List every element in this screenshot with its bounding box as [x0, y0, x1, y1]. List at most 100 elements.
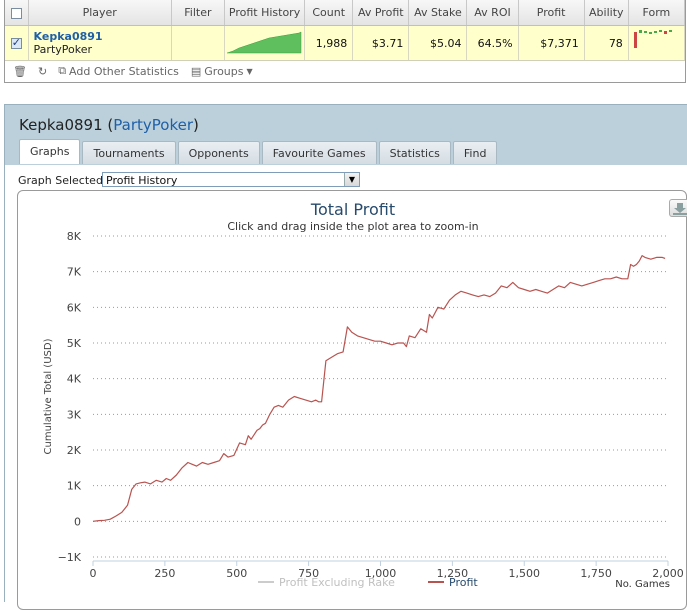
y-tick-label: 5K: [67, 337, 82, 350]
y-tick-label: 0: [74, 515, 81, 528]
x-tick-label: 500: [226, 567, 247, 580]
graph-select-dropdown[interactable]: Profit History ▼: [102, 172, 360, 187]
player-site: PartyPoker: [33, 43, 93, 56]
stats-toolbar: 🗑︎ ↻ ⧉ Add Other Statistics ▤ Groups ▼: [5, 60, 685, 82]
y-axis-label: Cumulative Total (USD): [43, 338, 54, 454]
stats-panel: Player Filter Profit History Count Av Pr…: [4, 0, 686, 83]
row-select-cell[interactable]: [5, 25, 29, 61]
x-tick-label: 1,500: [509, 567, 541, 580]
y-tick-label: 7K: [67, 266, 82, 279]
filter-cell[interactable]: [171, 25, 225, 61]
chevron-down-icon: ▼: [246, 66, 253, 76]
player-header-site-link[interactable]: PartyPoker: [113, 116, 194, 134]
column-header-profit-history[interactable]: Profit History: [224, 0, 306, 26]
add-stats-icon: ⧉: [58, 64, 67, 77]
chevron-down-icon[interactable]: ▼: [344, 173, 359, 186]
x-tick-label: 750: [298, 567, 319, 580]
column-header-count[interactable]: Count: [304, 0, 354, 26]
player-header-name: Kepka0891: [19, 116, 103, 134]
form-bar: [643, 31, 647, 33]
form-bar: [633, 32, 637, 48]
chart-container[interactable]: Total Profit Click and drag inside the pl…: [17, 190, 687, 610]
y-tick-label: −1K: [58, 551, 82, 564]
count-cell: 1,988: [304, 25, 354, 61]
add-other-statistics-button[interactable]: ⧉ Add Other Statistics: [58, 64, 179, 78]
y-tick-label: 3K: [67, 408, 82, 421]
groups-label: Groups: [204, 64, 244, 78]
player-header: Kepka0891 (PartyPoker): [19, 116, 199, 134]
form-bar: [638, 30, 642, 33]
form-bar: [663, 31, 667, 34]
form-sparkline: [633, 30, 672, 48]
player-header-paren-close: ): [193, 116, 199, 134]
tab-bar: Graphs Tournaments Opponents Favourite G…: [19, 139, 499, 164]
column-header-ability[interactable]: Ability: [584, 0, 629, 26]
legend-item[interactable]: Profit Excluding Rake: [279, 576, 395, 589]
chart-title: Total Profit: [310, 200, 395, 219]
x-tick-label: 0: [90, 567, 97, 580]
y-tick-label: 6K: [67, 301, 82, 314]
stats-table: Player Filter Profit History Count Av Pr…: [5, 0, 686, 61]
groups-icon: ▤: [190, 64, 202, 78]
profit-history-sparkline: [226, 31, 302, 54]
series-line-profit: [92, 255, 666, 522]
x-axis-label: No. Games: [615, 579, 670, 590]
x-tick-label: 250: [154, 567, 175, 580]
graph-selected-label: Graph Selected:: [18, 174, 107, 187]
row-checkbox[interactable]: [10, 36, 22, 49]
form-cell: [628, 25, 686, 61]
y-tick-label: 1K: [67, 480, 82, 493]
trash-icon: 🗑︎: [13, 64, 27, 78]
y-tick-label: 2K: [67, 444, 82, 457]
tab-favourite-games[interactable]: Favourite Games: [261, 141, 377, 164]
x-tick-label: 1,750: [580, 567, 612, 580]
y-tick-label: 8K: [67, 230, 82, 243]
x-tick-label: 1,250: [437, 567, 469, 580]
column-header-av-stake[interactable]: Av Stake: [408, 0, 468, 26]
download-icon: [673, 203, 687, 215]
select-all-checkbox[interactable]: [10, 7, 22, 19]
graph-select-value: Profit History: [106, 174, 178, 187]
add-other-statistics-label: Add Other Statistics: [69, 64, 179, 78]
player-panel: Kepka0891 (PartyPoker) Graphs Tournament…: [4, 104, 687, 610]
form-bar: [648, 32, 652, 34]
tab-find[interactable]: Find: [452, 141, 498, 164]
form-bar: [668, 30, 672, 32]
av-profit-cell: $3.71: [352, 25, 410, 61]
player-name-link[interactable]: Kepka0891: [33, 30, 103, 43]
tab-opponents[interactable]: Opponents: [177, 141, 260, 164]
delete-button[interactable]: 🗑︎: [13, 65, 30, 78]
tab-statistics[interactable]: Statistics: [378, 141, 451, 164]
av-stake-cell: $5.04: [408, 25, 468, 61]
column-header-filter[interactable]: Filter: [171, 0, 225, 26]
column-header-player[interactable]: Player: [28, 0, 172, 26]
column-header-form[interactable]: Form: [628, 0, 686, 26]
groups-dropdown[interactable]: ▤ Groups ▼: [191, 65, 256, 78]
profit-history-cell: [224, 25, 306, 61]
download-chart-button[interactable]: [669, 199, 687, 217]
profit-cell: $7,371: [518, 25, 585, 61]
column-header-av-profit[interactable]: Av Profit: [352, 0, 410, 26]
y-tick-label: 4K: [67, 373, 82, 386]
refresh-button[interactable]: ↻: [38, 65, 50, 78]
av-roi-cell: 64.5%: [466, 25, 519, 61]
legend-item[interactable]: Profit: [449, 576, 478, 589]
player-header-paren-open: (: [107, 116, 114, 134]
sparkline-area: [226, 31, 302, 54]
x-tick-label: 1,000: [365, 567, 397, 580]
tab-tournaments[interactable]: Tournaments: [82, 141, 176, 164]
form-bar: [653, 31, 657, 33]
column-header-profit[interactable]: Profit: [518, 0, 585, 26]
table-row[interactable]: Kepka0891 PartyPoker 1,988 $3.71 $5.04 6…: [5, 25, 686, 61]
column-header-av-roi[interactable]: Av ROI: [466, 0, 519, 26]
graphs-content: Graph Selected: Profit History ▼ Total P…: [5, 165, 687, 610]
tab-graphs[interactable]: Graphs: [19, 139, 81, 164]
ability-cell: 78: [584, 25, 629, 61]
x-tick-label: 2,000: [652, 567, 684, 580]
refresh-icon: ↻: [37, 64, 48, 78]
form-bar: [658, 30, 662, 32]
select-all-header[interactable]: [5, 0, 29, 26]
stats-header-row: Player Filter Profit History Count Av Pr…: [5, 0, 686, 26]
player-cell[interactable]: Kepka0891 PartyPoker: [28, 25, 172, 61]
